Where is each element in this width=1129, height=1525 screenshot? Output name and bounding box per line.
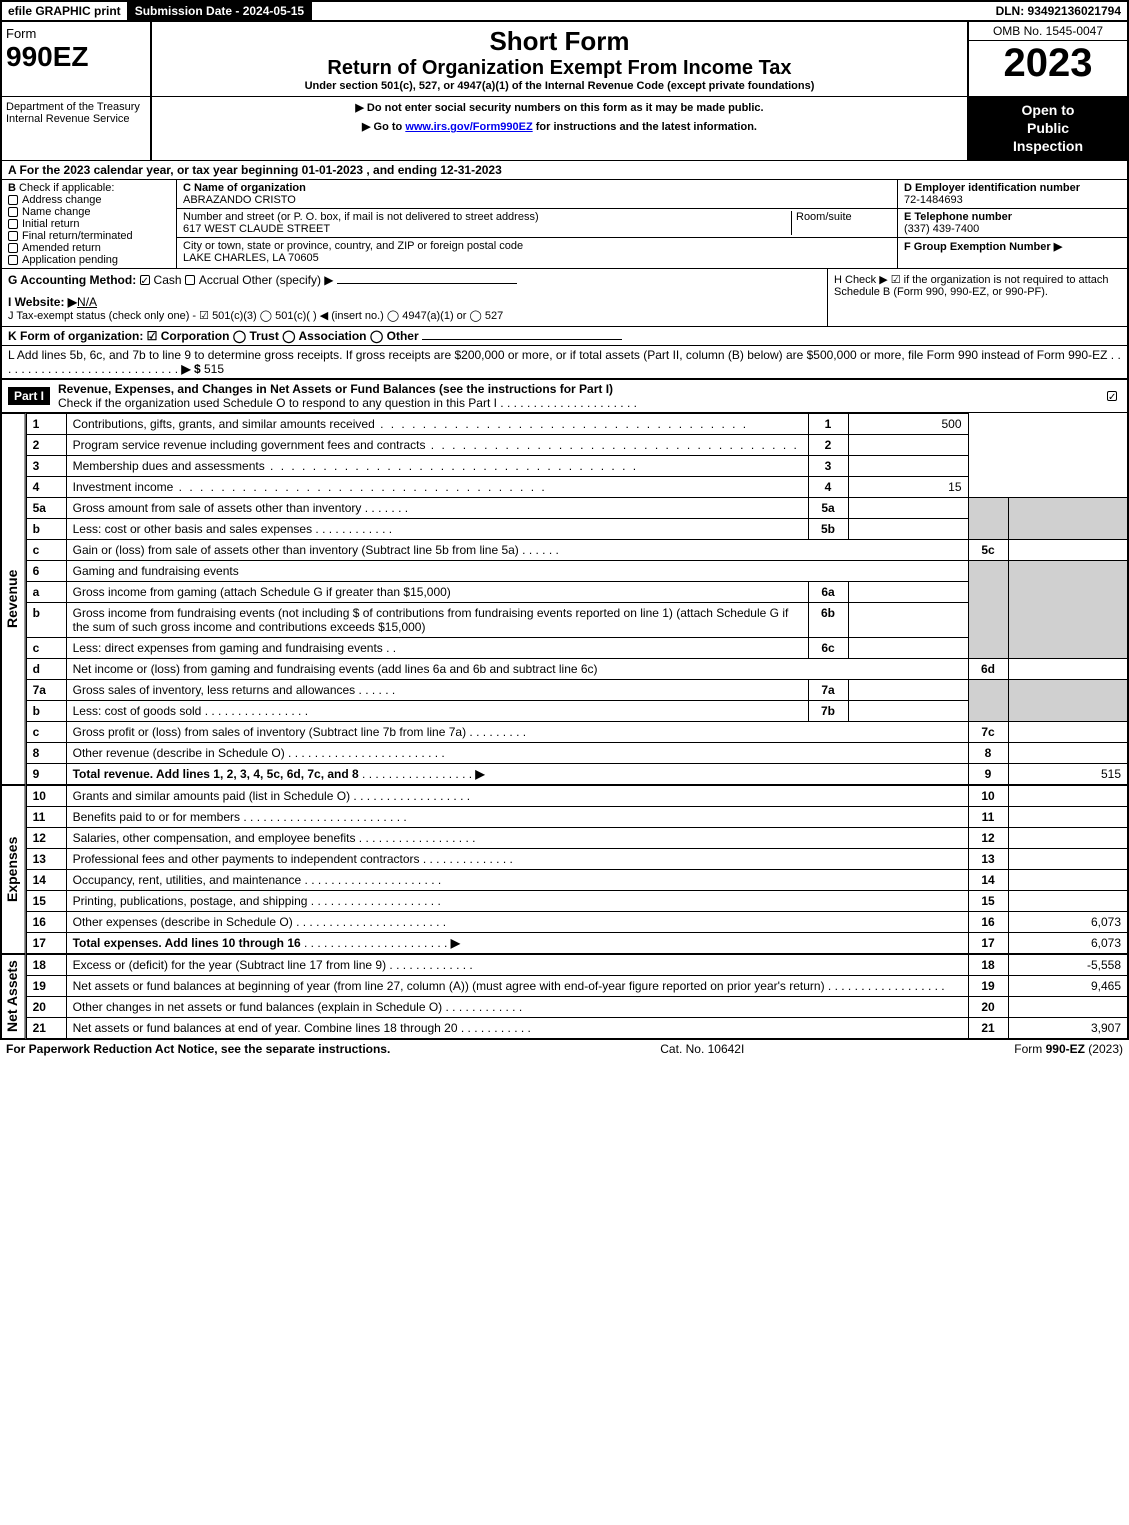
line-20-amt <box>1008 996 1128 1017</box>
expenses-section: Expenses 10Grants and similar amounts pa… <box>0 785 1129 954</box>
paperwork-notice: For Paperwork Reduction Act Notice, see … <box>6 1042 390 1056</box>
short-form-title: Short Form <box>156 26 963 57</box>
checkbox-final-return[interactable] <box>8 231 18 241</box>
dln: DLN: 93492136021794 <box>990 2 1127 20</box>
org-address: 617 WEST CLAUDE STREET <box>183 223 330 235</box>
line-3-amt <box>848 455 968 476</box>
line-l-value: 515 <box>204 362 224 376</box>
line-11-amt <box>1008 806 1128 827</box>
section-l: L Add lines 5b, 6c, and 7b to line 9 to … <box>0 345 1129 379</box>
line-16-amt: 6,073 <box>1008 911 1128 932</box>
line-21-amt: 3,907 <box>1008 1017 1128 1038</box>
expenses-tab: Expenses <box>2 785 26 954</box>
org-name: ABRAZANDO CRISTO <box>183 194 296 206</box>
org-city: LAKE CHARLES, LA 70605 <box>183 252 319 264</box>
section-ghij: G Accounting Method: Cash Accrual Other … <box>0 268 1129 326</box>
line-19-amt: 9,465 <box>1008 975 1128 996</box>
page-footer: For Paperwork Reduction Act Notice, see … <box>0 1039 1129 1058</box>
checkbox-name-change[interactable] <box>8 207 18 217</box>
form-word: Form <box>6 26 146 41</box>
telephone: (337) 439-7400 <box>904 223 979 235</box>
room-suite: Room/suite <box>791 211 891 235</box>
line-17-amt: 6,073 <box>1008 932 1128 953</box>
irs-link[interactable]: www.irs.gov/Form990EZ <box>405 121 532 133</box>
line-2-amt <box>848 434 968 455</box>
tax-year: 2023 <box>969 41 1127 86</box>
ssn-warning: ▶ Do not enter social security numbers o… <box>156 101 963 114</box>
section-def: D Employer identification number 72-1484… <box>897 180 1127 268</box>
line-1-amt: 500 <box>848 413 968 434</box>
net-assets-section: Net Assets 18Excess or (deficit) for the… <box>0 954 1129 1039</box>
net-assets-tab: Net Assets <box>2 954 26 1039</box>
line-10-amt <box>1008 785 1128 806</box>
line-5c-amt <box>1008 539 1128 560</box>
revenue-section: Revenue 1Contributions, gifts, grants, a… <box>0 413 1129 785</box>
section-a: A For the 2023 calendar year, or tax yea… <box>0 160 1129 180</box>
checkbox-application-pending[interactable] <box>8 255 18 265</box>
checkbox-schedule-o[interactable] <box>1107 391 1117 401</box>
submission-date: Submission Date - 2024-05-15 <box>129 2 312 20</box>
checkbox-accrual[interactable] <box>185 275 195 285</box>
form-ref: Form 990-EZ (2023) <box>1014 1042 1123 1056</box>
section-h: H Check ▶ ☑ if the organization is not r… <box>827 269 1127 326</box>
checkbox-address-change[interactable] <box>8 195 18 205</box>
form-header-2: Department of the Treasury Internal Reve… <box>0 96 1129 160</box>
line-13-amt <box>1008 848 1128 869</box>
line-9-amt: 515 <box>1008 763 1128 784</box>
catalog-number: Cat. No. 10642I <box>660 1042 744 1056</box>
checkbox-initial-return[interactable] <box>8 219 18 229</box>
line-12-amt <box>1008 827 1128 848</box>
section-c: C Name of organization ABRAZANDO CRISTO … <box>177 180 897 268</box>
ein: 72-1484693 <box>904 194 963 206</box>
section-j: J Tax-exempt status (check only one) - ☑… <box>8 309 821 322</box>
line-4-amt: 15 <box>848 476 968 497</box>
open-inspection-box: Open to Public Inspection <box>969 97 1127 160</box>
section-k: K Form of organization: ☑ Corporation ◯ … <box>0 326 1129 345</box>
efile-label[interactable]: efile GRAPHIC print <box>2 2 129 20</box>
top-bar: efile GRAPHIC print Submission Date - 20… <box>0 0 1129 22</box>
form-subtitle: Under section 501(c), 527, or 4947(a)(1)… <box>156 80 963 92</box>
line-8-amt <box>1008 742 1128 763</box>
section-bcdef: B Check if applicable: Address change Na… <box>0 180 1129 268</box>
form-number: 990EZ <box>6 41 146 73</box>
checkbox-amended-return[interactable] <box>8 243 18 253</box>
form-header: Form 990EZ Short Form Return of Organiza… <box>0 22 1129 96</box>
irs-label: Internal Revenue Service <box>6 113 146 125</box>
section-b: B Check if applicable: Address change Na… <box>2 180 177 268</box>
checkbox-cash[interactable] <box>140 275 150 285</box>
part1-header: Part I Revenue, Expenses, and Changes in… <box>0 379 1129 413</box>
line-15-amt <box>1008 890 1128 911</box>
line-18-amt: -5,558 <box>1008 954 1128 975</box>
line-7c-amt <box>1008 721 1128 742</box>
dept-treasury: Department of the Treasury <box>6 101 146 113</box>
omb-number: OMB No. 1545-0047 <box>969 22 1127 41</box>
line-6d-amt <box>1008 658 1128 679</box>
line-14-amt <box>1008 869 1128 890</box>
revenue-tab: Revenue <box>2 413 26 785</box>
website: N/A <box>77 295 97 309</box>
form-title: Return of Organization Exempt From Incom… <box>156 57 963 80</box>
